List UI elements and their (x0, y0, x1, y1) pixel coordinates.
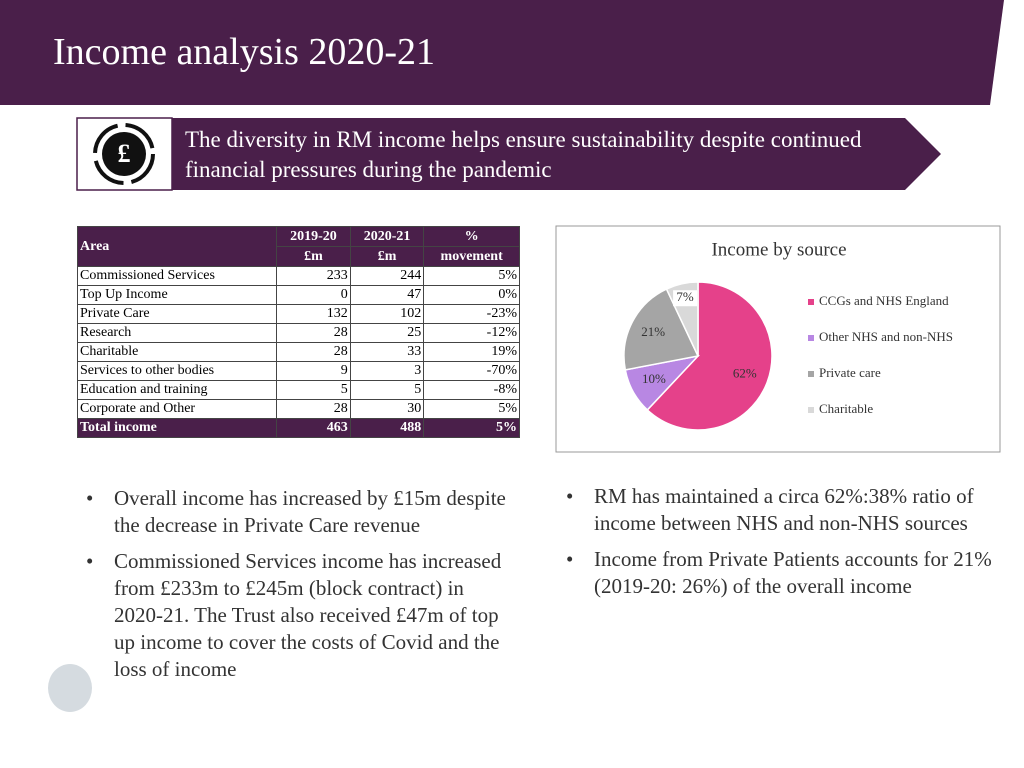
pound-icon (102, 132, 146, 176)
total-cell: 488 (349, 418, 425, 438)
total-cell: Total income (76, 418, 278, 438)
right-bullets: RM has maintained a circa 62%:38% ratio … (566, 483, 996, 609)
legend-label: CCGs and NHS England (819, 293, 949, 308)
bullet: Commissioned Services income has increas… (86, 548, 506, 683)
unit-cell: £m (276, 246, 351, 267)
unit-cell: movement (423, 246, 520, 267)
header-row: £m £m movement (78, 246, 520, 267)
legend-swatch (808, 407, 814, 413)
header-cell: 2020-21 (349, 226, 425, 247)
chart-title: Income by source (711, 239, 846, 260)
slice-label: 62% (733, 366, 757, 381)
bullet: RM has maintained a circa 62%:38% ratio … (566, 483, 996, 537)
income-table: Area 2019-20 2020-21% £m £m movement Commissio… (76, 226, 520, 438)
legend-label: Other NHS and non-NHS (819, 329, 953, 344)
table-row: Research 28 25 -12% (76, 323, 520, 343)
legend-swatch (808, 335, 814, 341)
pound-symbol: £ (118, 139, 131, 168)
table-cell: Services to other bodies (76, 361, 278, 381)
banner-text: The diversity in RM income helps ensure … (185, 127, 862, 182)
table-cell: -12% (423, 323, 520, 343)
bullet: Overall income has increased by £15m des… (86, 485, 506, 539)
legend-label: Charitable (819, 401, 873, 416)
table-cell: 233 (276, 266, 351, 286)
table-row: Corporate and Other 28 30 5% (76, 399, 520, 419)
slide-title: Income analysis 2020-21 (53, 31, 436, 73)
table-cell: 28 (276, 399, 351, 419)
table-cell: Commissioned Services (76, 266, 278, 286)
banner-arrow (172, 118, 941, 190)
slice-label: 21% (641, 324, 665, 339)
icon-arrows (93, 123, 155, 185)
table-cell: 0% (423, 285, 520, 305)
table-row: Top Up Income 0 47 0% (76, 285, 520, 305)
crest (48, 664, 92, 712)
table-cell: -8% (423, 380, 520, 400)
table-cell: Private Care (76, 304, 278, 324)
table-cell: 28 (276, 323, 351, 343)
header-band (0, 0, 1004, 105)
table-cell: 33 (349, 342, 425, 362)
total-row: Total income 463 488 5% (76, 418, 520, 438)
label-bg (673, 290, 698, 307)
total-cell: 5% (423, 418, 520, 438)
left-bullets: Overall income has increased by £15m des… (86, 485, 506, 692)
pie-slice (623, 288, 700, 371)
pie-slice (646, 281, 773, 431)
table-cell: Research (76, 323, 278, 343)
legend-swatch (808, 371, 814, 377)
legend-swatch (808, 299, 814, 305)
slice-label: 10% (642, 371, 666, 386)
table-cell: 132 (276, 304, 351, 324)
bullet: Income from Private Patients accounts fo… (566, 546, 996, 600)
table-cell: Charitable (76, 342, 278, 362)
slice-label: 7% (676, 289, 694, 304)
legend-label: Private care (819, 365, 881, 380)
